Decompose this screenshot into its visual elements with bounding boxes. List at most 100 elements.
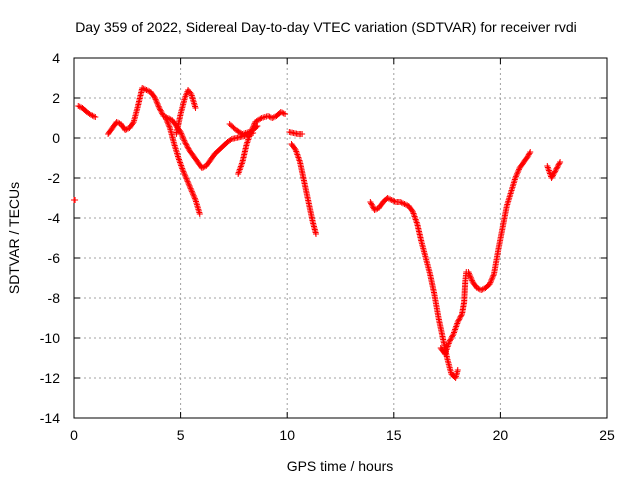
- data-point-marker: [157, 107, 164, 114]
- y-tick-label: -12: [40, 370, 60, 386]
- data-point-marker: [412, 215, 419, 221]
- data-point-marker: [553, 165, 560, 172]
- data-point-marker: [144, 87, 151, 94]
- data-point-marker: [398, 199, 405, 206]
- data-point-marker: [166, 123, 173, 130]
- data-point-marker: [115, 119, 122, 126]
- data-point-marker: [183, 175, 190, 182]
- data-point-marker: [187, 184, 194, 191]
- data-point-marker: [555, 161, 562, 168]
- data-point-marker: [489, 275, 496, 282]
- data-point-marker: [164, 119, 171, 126]
- data-point-marker: [295, 154, 302, 161]
- data-point-marker: [251, 121, 258, 128]
- data-point-marker: [391, 198, 398, 205]
- data-point-marker: [191, 195, 198, 202]
- data-point-marker: [312, 231, 319, 237]
- data-point-marker: [244, 138, 251, 144]
- data-point-marker: [88, 112, 95, 118]
- data-point-marker: [545, 166, 552, 172]
- data-point-marker: [525, 153, 532, 159]
- data-point-marker: [486, 281, 493, 287]
- data-point-marker: [545, 167, 552, 174]
- data-point-marker: [179, 133, 186, 140]
- x-tick-label: 20: [493, 427, 509, 443]
- data-point-marker: [90, 113, 97, 120]
- data-point-marker: [279, 109, 286, 116]
- data-point-marker: [198, 165, 205, 171]
- data-point-marker: [448, 335, 455, 341]
- plot-frame: [73, 57, 608, 419]
- y-axis-label: SDTVAR / TECUs: [6, 182, 22, 294]
- data-point-marker: [196, 211, 203, 217]
- data-series-k: [437, 149, 534, 357]
- data-point-marker: [479, 286, 486, 293]
- data-series-e: [173, 87, 199, 137]
- data-point-marker: [236, 168, 243, 174]
- data-point-marker: [180, 168, 187, 175]
- data-point-marker: [487, 279, 494, 286]
- y-tick-label: -6: [48, 250, 61, 266]
- data-point-marker: [544, 164, 551, 171]
- data-point-marker: [554, 164, 561, 171]
- data-point-marker: [159, 110, 166, 117]
- chart-title: Day 359 of 2022, Sidereal Day-to-day VTE…: [75, 19, 577, 35]
- data-point-marker: [152, 96, 159, 103]
- data-point-marker: [385, 195, 392, 202]
- data-point-marker: [280, 110, 287, 117]
- data-point-marker: [526, 150, 533, 157]
- data-point-marker: [514, 169, 521, 176]
- data-point-marker: [200, 164, 207, 171]
- data-point-marker: [182, 140, 189, 147]
- data-point-marker: [390, 197, 397, 204]
- x-tick-label: 0: [70, 427, 78, 443]
- data-point-marker: [557, 159, 564, 165]
- data-point-marker: [527, 149, 534, 155]
- data-point-marker: [235, 171, 242, 177]
- data-point-marker: [458, 312, 465, 319]
- data-point-marker: [478, 287, 485, 293]
- data-point-marker: [412, 216, 419, 223]
- data-point-marker: [236, 166, 243, 173]
- data-point-marker: [466, 271, 473, 278]
- data-point-marker: [514, 170, 521, 177]
- data-point-marker: [456, 315, 463, 321]
- data-point-marker: [554, 163, 561, 169]
- data-point-marker: [400, 200, 407, 207]
- data-point-marker: [183, 141, 190, 148]
- data-point-marker: [178, 131, 185, 138]
- data-point-marker: [367, 199, 374, 205]
- data-point-marker: [548, 175, 555, 181]
- data-point-marker: [155, 103, 162, 110]
- data-point-marker: [177, 161, 184, 167]
- data-point-marker: [162, 115, 169, 121]
- data-point-marker: [189, 189, 196, 196]
- y-tick-label: 4: [52, 50, 60, 66]
- data-marks: [71, 85, 564, 381]
- data-point-marker: [154, 100, 161, 107]
- data-series-a: [71, 197, 79, 203]
- data-point-marker: [449, 332, 456, 339]
- data-point-marker: [447, 336, 454, 343]
- data-series-b: [75, 103, 99, 120]
- data-point-marker: [238, 160, 245, 167]
- data-point-marker: [238, 162, 245, 168]
- data-point-marker: [185, 179, 192, 186]
- data-point-marker: [475, 285, 482, 292]
- data-point-marker: [76, 103, 83, 110]
- y-tick-label: -10: [40, 330, 60, 346]
- data-point-marker: [454, 367, 461, 373]
- x-axis-label: GPS time / hours: [287, 458, 394, 474]
- data-point-marker: [401, 201, 408, 207]
- x-tick-label: 25: [599, 427, 615, 443]
- data-point-marker: [489, 273, 496, 280]
- data-point-marker: [175, 155, 182, 161]
- data-point-marker: [183, 177, 190, 183]
- axis-ticks: 0 5 10 15 20 25 -14 -12 -10 -8 -6 -4 -2 0 2 4: [40, 50, 615, 443]
- data-point-marker: [89, 112, 96, 119]
- data-point-marker: [294, 153, 301, 159]
- data-point-marker: [237, 165, 244, 171]
- data-point-marker: [92, 114, 99, 120]
- data-point-marker: [446, 337, 453, 344]
- data-point-marker: [387, 196, 394, 203]
